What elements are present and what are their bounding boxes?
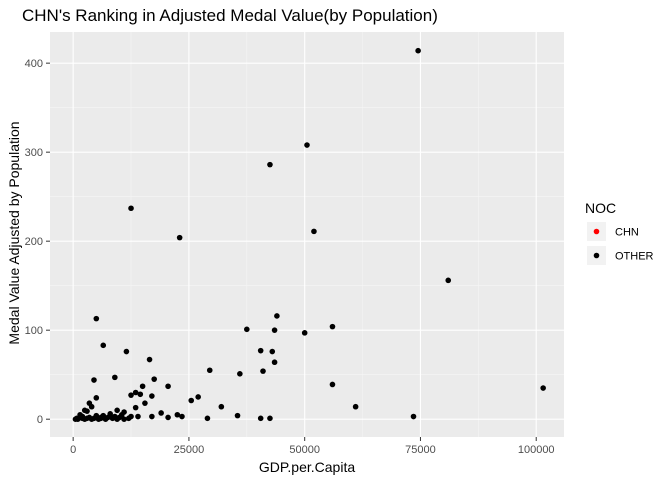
data-point-other <box>237 371 243 377</box>
x-tick-label: 50000 <box>289 444 320 456</box>
y-axis-title: Medal Value Adjusted by Population <box>6 121 22 344</box>
data-point-other <box>267 161 273 168</box>
y-tick-label: 0 <box>37 414 43 426</box>
data-point-other <box>165 383 171 390</box>
chart-title: CHN's Ranking in Adjusted Medal Value(by… <box>22 6 438 25</box>
data-point-other <box>311 228 317 235</box>
data-point-other <box>329 381 336 388</box>
data-point-other <box>244 326 250 333</box>
data-point-other <box>93 395 100 401</box>
data-point-other <box>158 410 164 416</box>
data-point-other <box>121 416 127 422</box>
data-point-other <box>271 327 278 333</box>
data-point-other <box>132 389 139 396</box>
legend-label-other: OTHER <box>615 251 654 263</box>
data-point-other <box>540 385 546 391</box>
data-point-other <box>304 142 310 148</box>
data-point-other <box>257 415 264 422</box>
data-point-other <box>142 400 148 406</box>
legend-title: NOC <box>585 200 616 216</box>
data-point-other <box>98 414 104 421</box>
data-point-other <box>79 413 86 420</box>
data-point-other <box>128 392 134 398</box>
data-point-other <box>257 347 264 354</box>
y-tick-label: 400 <box>25 58 43 70</box>
data-point-other <box>100 342 107 349</box>
data-point-other <box>74 415 80 422</box>
y-tick-label: 300 <box>25 147 43 159</box>
data-point-other <box>206 367 213 374</box>
data-point-other <box>91 377 97 383</box>
data-point-other <box>179 413 185 420</box>
x-axis-title: GDP.per.Capita <box>259 459 355 475</box>
data-point-other <box>135 413 141 420</box>
plot-panel <box>50 32 564 437</box>
x-tick-label: 75000 <box>405 444 436 456</box>
data-point-other <box>146 356 153 363</box>
data-point-other <box>218 403 225 410</box>
data-point-other <box>445 277 452 284</box>
data-point-other <box>137 391 144 398</box>
data-point-other <box>132 404 139 411</box>
data-point-other <box>123 348 130 355</box>
data-point-other <box>112 374 118 381</box>
x-tick-label: 100000 <box>518 444 555 456</box>
data-point-other <box>149 393 155 399</box>
data-point-other <box>188 397 195 404</box>
data-point-other <box>204 415 211 422</box>
data-point-other <box>274 313 280 319</box>
legend-key-other <box>593 252 600 259</box>
data-point-other <box>165 414 171 421</box>
y-tick-label: 200 <box>25 236 43 248</box>
data-point-other <box>84 408 90 414</box>
data-point-other <box>109 415 116 422</box>
data-point-other <box>151 376 157 382</box>
data-point-other <box>260 368 266 374</box>
data-point-other <box>105 414 111 421</box>
data-point-other <box>91 415 97 422</box>
data-point-other <box>93 315 100 322</box>
legend: NOC CHN OTHER <box>585 200 654 265</box>
data-point-other <box>269 348 276 355</box>
data-point-other <box>116 414 123 421</box>
data-point-other <box>128 413 134 420</box>
data-point-other <box>176 234 183 241</box>
data-point-other <box>139 383 146 390</box>
data-point-other <box>267 415 273 422</box>
data-point-other <box>174 411 181 418</box>
data-point-other <box>88 403 95 410</box>
y-tick-label: 100 <box>25 325 43 337</box>
data-point-other <box>415 47 421 54</box>
x-tick-label: 25000 <box>174 444 205 456</box>
data-point-other <box>195 394 201 400</box>
data-point-other <box>352 403 359 410</box>
data-point-other <box>234 412 241 419</box>
data-point-other <box>329 323 336 330</box>
data-point-other <box>114 407 120 414</box>
data-point-other <box>86 414 93 421</box>
data-point-other <box>128 205 134 212</box>
legend-label-chn: CHN <box>615 227 639 239</box>
data-point-other <box>410 413 417 420</box>
legend-key-chn <box>593 228 600 235</box>
x-tick-label: 0 <box>70 444 76 456</box>
data-point-other <box>149 413 155 420</box>
data-point-other <box>271 359 278 366</box>
data-point-other <box>301 330 308 336</box>
